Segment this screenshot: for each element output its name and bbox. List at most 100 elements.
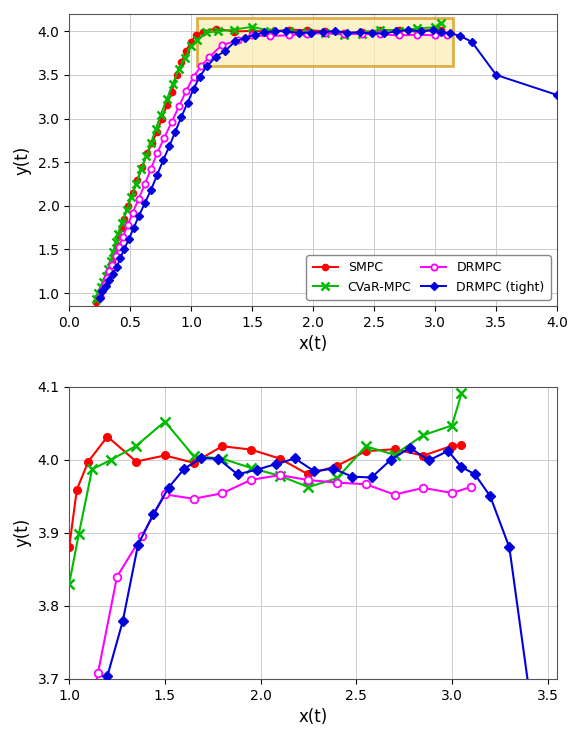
CVaR-MPC — [133, 180, 140, 189]
DRMPC (tight) — [553, 90, 560, 99]
SMPC — [322, 27, 329, 36]
Y-axis label: y(t): y(t) — [14, 518, 32, 548]
CVaR-MPC — [97, 283, 104, 292]
SMPC — [129, 188, 136, 197]
CVaR-MPC — [123, 206, 130, 215]
DRMPC — [285, 31, 292, 40]
SMPC — [432, 25, 439, 34]
CVaR-MPC — [93, 295, 100, 303]
DRMPC (tight) — [120, 245, 127, 254]
SMPC — [101, 280, 108, 289]
DRMPC (tight) — [381, 29, 388, 38]
CVaR-MPC — [143, 152, 150, 161]
SMPC — [108, 258, 115, 267]
DRMPC (tight) — [98, 287, 105, 296]
DRMPC — [267, 32, 274, 41]
CVaR-MPC — [109, 248, 116, 257]
DRMPC — [119, 233, 126, 242]
DRMPC (tight) — [166, 142, 173, 151]
SMPC — [104, 274, 111, 283]
SMPC — [377, 26, 384, 35]
DRMPC (tight) — [102, 282, 109, 291]
X-axis label: x(t): x(t) — [299, 708, 328, 726]
DRMPC (tight) — [154, 171, 161, 180]
DRMPC (tight) — [113, 263, 120, 272]
CVaR-MPC — [115, 229, 122, 238]
SMPC — [267, 27, 274, 36]
CVaR-MPC — [215, 27, 222, 36]
SMPC — [139, 162, 146, 171]
DRMPC (tight) — [446, 29, 453, 38]
Legend: SMPC, CVaR-MPC, DRMPC, DRMPC (tight): SMPC, CVaR-MPC, DRMPC, DRMPC (tight) — [307, 255, 551, 300]
SMPC — [438, 25, 445, 34]
SMPC — [359, 27, 365, 36]
SMPC — [304, 26, 311, 35]
CVaR-MPC — [164, 95, 171, 104]
DRMPC — [413, 30, 420, 39]
DRMPC (tight) — [126, 235, 133, 243]
DRMPC (tight) — [196, 73, 203, 81]
DRMPC (tight) — [332, 27, 339, 36]
DRMPC — [96, 293, 103, 302]
SMPC — [212, 24, 219, 33]
CVaR-MPC — [169, 79, 176, 88]
DRMPC — [190, 73, 197, 81]
DRMPC — [340, 30, 347, 38]
DRMPC (tight) — [232, 37, 239, 46]
DRMPC — [359, 30, 365, 38]
CVaR-MPC — [182, 53, 189, 62]
DRMPC — [206, 53, 213, 61]
DRMPC — [135, 195, 142, 204]
DRMPC — [161, 133, 168, 142]
DRMPC (tight) — [222, 46, 229, 55]
DRMPC (tight) — [130, 223, 137, 232]
DRMPC (tight) — [147, 186, 154, 195]
DRMPC (tight) — [320, 27, 327, 36]
CVaR-MPC — [413, 24, 420, 33]
DRMPC (tight) — [190, 84, 197, 93]
DRMPC — [106, 266, 113, 275]
DRMPC — [141, 180, 148, 189]
DRMPC — [197, 62, 204, 71]
SMPC — [111, 249, 118, 258]
Line: DRMPC: DRMPC — [97, 30, 450, 300]
CVaR-MPC — [230, 25, 237, 34]
CVaR-MPC — [102, 271, 109, 280]
SMPC — [164, 101, 171, 110]
SMPC — [106, 266, 113, 275]
Line: SMPC: SMPC — [93, 25, 445, 305]
DRMPC (tight) — [438, 28, 445, 37]
DRMPC — [101, 280, 108, 289]
DRMPC — [183, 86, 190, 95]
CVaR-MPC — [157, 110, 164, 119]
CVaR-MPC — [438, 19, 445, 28]
SMPC — [118, 223, 125, 232]
CVaR-MPC — [138, 165, 145, 174]
DRMPC — [147, 165, 154, 174]
DRMPC (tight) — [96, 294, 103, 303]
DRMPC — [124, 221, 131, 229]
DRMPC (tight) — [493, 70, 500, 79]
DRMPC — [432, 31, 439, 40]
DRMPC — [304, 30, 311, 38]
DRMPC (tight) — [344, 28, 351, 37]
DRMPC (tight) — [242, 33, 249, 42]
SMPC — [96, 291, 103, 300]
SMPC — [134, 175, 141, 184]
DRMPC — [108, 260, 115, 269]
SMPC — [144, 149, 151, 158]
CVaR-MPC — [187, 41, 194, 50]
SMPC — [193, 30, 200, 39]
DRMPC (tight) — [430, 26, 436, 35]
CVaR-MPC — [118, 219, 125, 228]
SMPC — [413, 27, 420, 36]
CVaR-MPC — [128, 192, 135, 201]
CVaR-MPC — [100, 278, 107, 286]
CVaR-MPC — [147, 138, 154, 147]
DRMPC (tight) — [106, 275, 113, 284]
SMPC — [183, 46, 190, 55]
DRMPC — [322, 29, 329, 38]
SMPC — [116, 232, 123, 240]
Line: DRMPC (tight): DRMPC (tight) — [97, 27, 560, 301]
CVaR-MPC — [203, 28, 210, 37]
